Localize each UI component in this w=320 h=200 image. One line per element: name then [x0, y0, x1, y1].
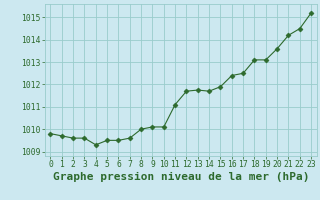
X-axis label: Graphe pression niveau de la mer (hPa): Graphe pression niveau de la mer (hPa)	[52, 172, 309, 182]
